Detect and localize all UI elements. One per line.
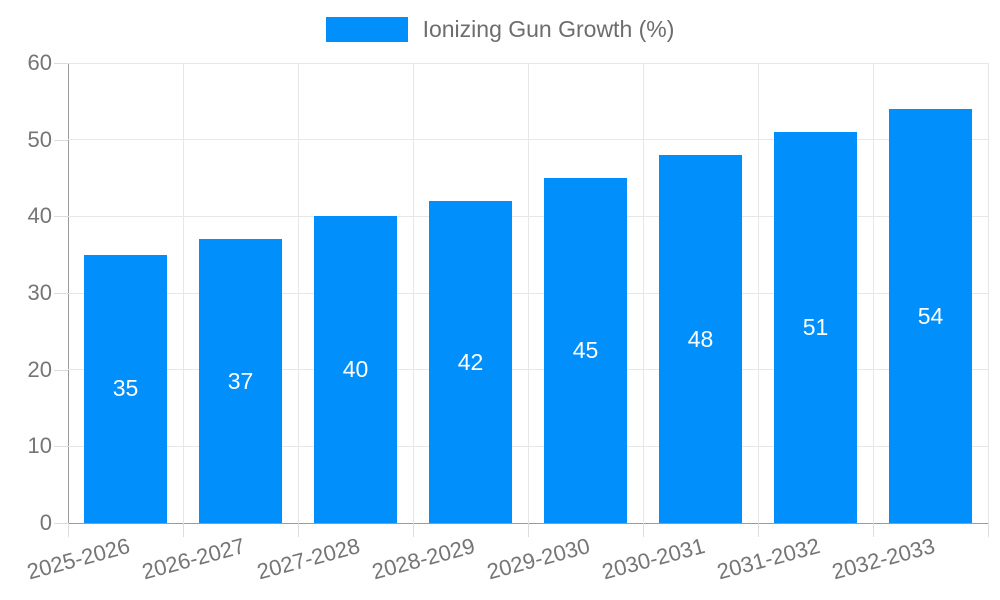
y-axis-label: 30 [27, 280, 52, 305]
y-axis-label: 60 [27, 50, 52, 75]
gridline [297, 63, 299, 523]
y-axis-label: 50 [27, 126, 52, 152]
y-axis-tick [54, 139, 68, 141]
plot-area: 35 37 40 42 45 48 51 54 [68, 62, 989, 523]
x-axis-tick [873, 523, 874, 537]
bar[interactable]: 54 [888, 109, 973, 523]
bar[interactable]: 45 [543, 178, 628, 523]
bar-value-label: 35 [112, 375, 139, 402]
y-axis-tick [54, 446, 68, 448]
bar[interactable]: 37 [198, 239, 283, 523]
bar-value-label: 48 [687, 325, 714, 352]
chart-legend[interactable]: Ionizing Gun Growth (%) [0, 16, 1000, 43]
bar[interactable]: 40 [313, 216, 398, 523]
x-axis-tick [988, 523, 989, 537]
y-axis-tick [54, 63, 68, 64]
y-axis-tick [54, 523, 68, 524]
x-axis-tick [643, 523, 644, 537]
x-axis-tick [413, 523, 414, 537]
bar-value-label: 54 [917, 302, 944, 329]
y-axis-tick [54, 369, 68, 371]
y-axis-label: 10 [27, 433, 52, 459]
bar-value-label: 42 [457, 348, 484, 375]
gridline [987, 63, 989, 523]
y-axis-label: 0 [39, 510, 52, 535]
y-axis-label: 20 [27, 356, 52, 382]
gridline [642, 63, 644, 523]
y-axis-label: 40 [27, 203, 52, 229]
x-axis-tick [528, 523, 529, 537]
bar[interactable]: 51 [773, 132, 858, 523]
gridline [182, 63, 184, 523]
x-axis-tick [298, 523, 299, 537]
legend-label: Ionizing Gun Growth (%) [422, 16, 675, 42]
bar-value-label: 40 [342, 356, 369, 383]
gridline [872, 63, 874, 523]
legend-swatch [325, 17, 408, 42]
y-axis-tick [54, 293, 68, 294]
bar[interactable]: 48 [658, 155, 743, 523]
bar-value-label: 37 [227, 367, 254, 394]
gridline [757, 63, 759, 523]
gridline [527, 63, 529, 523]
x-axis-tick [758, 523, 759, 537]
x-axis-tick [68, 523, 69, 537]
bar[interactable]: 35 [83, 254, 168, 523]
bar-value-label: 45 [572, 337, 599, 363]
gridline [412, 63, 414, 523]
bar[interactable]: 42 [428, 201, 513, 523]
x-axis-tick [183, 523, 184, 537]
y-axis-tick [54, 216, 68, 218]
bar-value-label: 51 [802, 314, 829, 340]
